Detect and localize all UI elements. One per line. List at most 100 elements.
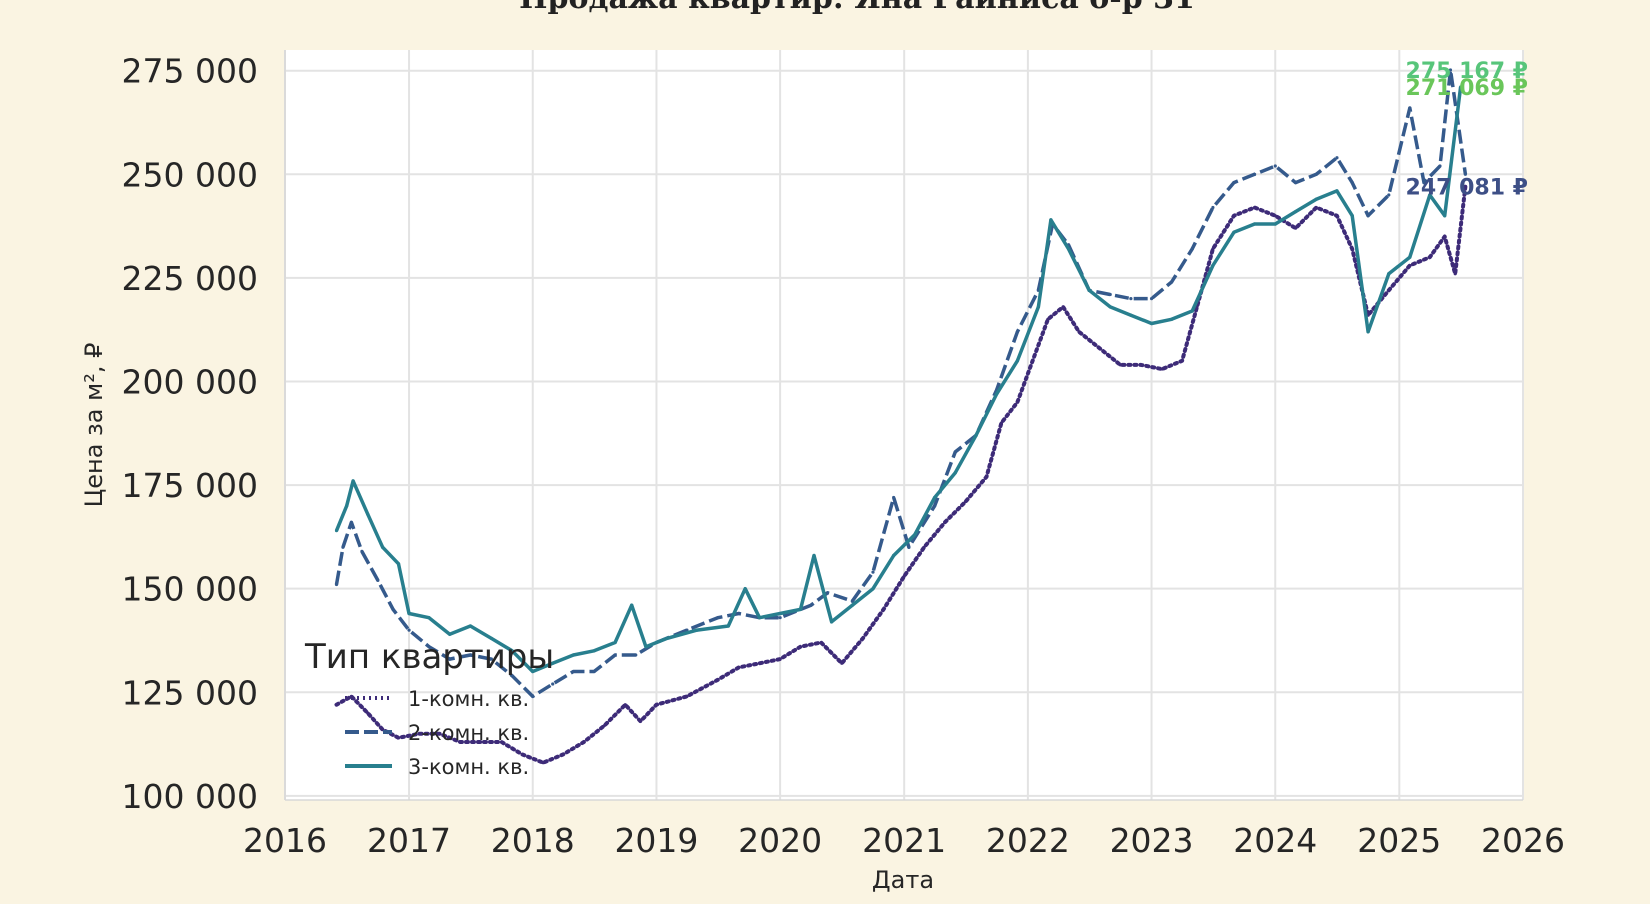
data-point xyxy=(1087,288,1091,292)
data-point xyxy=(417,732,422,736)
data-point xyxy=(1293,226,1298,230)
data-point xyxy=(1211,205,1215,210)
data-point xyxy=(1387,288,1391,292)
data-point xyxy=(695,628,699,632)
data-point xyxy=(582,740,586,744)
y-tick-label: 250 000 xyxy=(122,155,258,194)
data-point xyxy=(1335,156,1339,160)
data-point xyxy=(1252,205,1257,210)
data-point xyxy=(974,433,978,437)
data-point xyxy=(850,599,854,603)
end-labels: 247 081 ₽ 275 167 ₽271 069 ₽ xyxy=(1406,59,1528,200)
data-point xyxy=(499,740,504,744)
data-point xyxy=(922,545,926,549)
data-point xyxy=(334,529,339,533)
data-point xyxy=(1335,214,1339,218)
data-point xyxy=(1443,234,1447,239)
x-axis-label: Дата xyxy=(872,866,934,894)
legend-title: Тип квартиры xyxy=(304,637,554,677)
data-point xyxy=(1098,346,1102,350)
data-point xyxy=(809,603,813,607)
data-point xyxy=(1232,230,1236,234)
data-point xyxy=(726,624,730,628)
data-point xyxy=(468,653,472,657)
data-point xyxy=(861,636,865,640)
data-point xyxy=(1314,172,1318,176)
series-lines xyxy=(334,68,1468,765)
data-point xyxy=(448,657,452,661)
data-point xyxy=(1211,263,1215,268)
data-point xyxy=(1273,164,1277,168)
data-point xyxy=(613,640,617,645)
data-point xyxy=(654,703,659,707)
y-tick-label: 175 000 xyxy=(122,466,258,505)
data-point xyxy=(541,761,545,765)
data-point xyxy=(391,607,395,611)
data-point xyxy=(665,636,669,640)
data-point xyxy=(531,669,535,674)
data-point xyxy=(798,607,803,611)
data-point xyxy=(1428,255,1432,259)
data-point xyxy=(345,504,349,508)
data-point xyxy=(366,512,370,516)
data-point xyxy=(1350,180,1354,185)
series-line-1 xyxy=(334,184,1468,765)
data-point xyxy=(1463,184,1467,189)
data-point xyxy=(881,607,886,611)
y-axis-label: Цена за м², ₽ xyxy=(80,343,108,508)
data-point xyxy=(1408,106,1412,110)
data-point xyxy=(1387,272,1391,276)
data-point xyxy=(850,603,854,607)
data-point xyxy=(376,578,380,582)
data-point xyxy=(1448,68,1453,72)
data-point xyxy=(1463,172,1467,176)
data-point xyxy=(1108,305,1112,309)
data-point xyxy=(634,653,638,657)
data-point xyxy=(396,736,401,740)
data-point xyxy=(1015,359,1019,363)
data-point xyxy=(623,703,627,707)
y-tick-label: 225 000 xyxy=(122,259,258,298)
data-point xyxy=(840,661,844,665)
data-point xyxy=(1366,330,1370,334)
data-point xyxy=(963,500,968,504)
data-point xyxy=(334,703,339,707)
data-point xyxy=(871,570,875,574)
data-point xyxy=(1160,367,1164,371)
end-value-label: 271 069 ₽ xyxy=(1406,76,1528,101)
x-tick-label: 2022 xyxy=(986,821,1070,860)
data-point xyxy=(571,653,576,657)
data-point xyxy=(902,574,906,578)
data-point xyxy=(1049,218,1053,222)
data-point xyxy=(984,475,989,479)
data-point xyxy=(953,450,957,454)
data-point xyxy=(1232,180,1236,185)
data-point xyxy=(531,694,535,699)
x-tick-label: 2016 xyxy=(243,821,327,860)
data-point xyxy=(1335,189,1339,193)
data-point xyxy=(1273,214,1277,218)
data-point xyxy=(1015,330,1019,334)
data-point xyxy=(571,669,576,674)
y-tick-label: 200 000 xyxy=(122,362,258,401)
data-point xyxy=(1149,321,1154,326)
data-point xyxy=(819,640,823,645)
data-point xyxy=(630,603,634,607)
data-point xyxy=(913,533,917,537)
data-point xyxy=(1015,400,1019,404)
data-point xyxy=(1190,309,1194,313)
tick-labels: 2016 2017 2018 2019 2020 2021 2022 2023 2024 2025… xyxy=(122,52,1565,860)
data-point xyxy=(825,591,830,595)
x-tick-label: 2018 xyxy=(491,821,575,860)
data-point xyxy=(510,674,514,678)
data-point xyxy=(892,553,896,558)
series-line-3 xyxy=(334,86,1463,674)
data-point xyxy=(551,661,555,665)
data-point xyxy=(737,611,741,616)
data-point xyxy=(437,732,442,736)
data-point xyxy=(561,752,565,757)
data-point xyxy=(953,471,957,475)
y-tick-label: 100 000 xyxy=(122,777,258,816)
data-point xyxy=(892,495,896,500)
